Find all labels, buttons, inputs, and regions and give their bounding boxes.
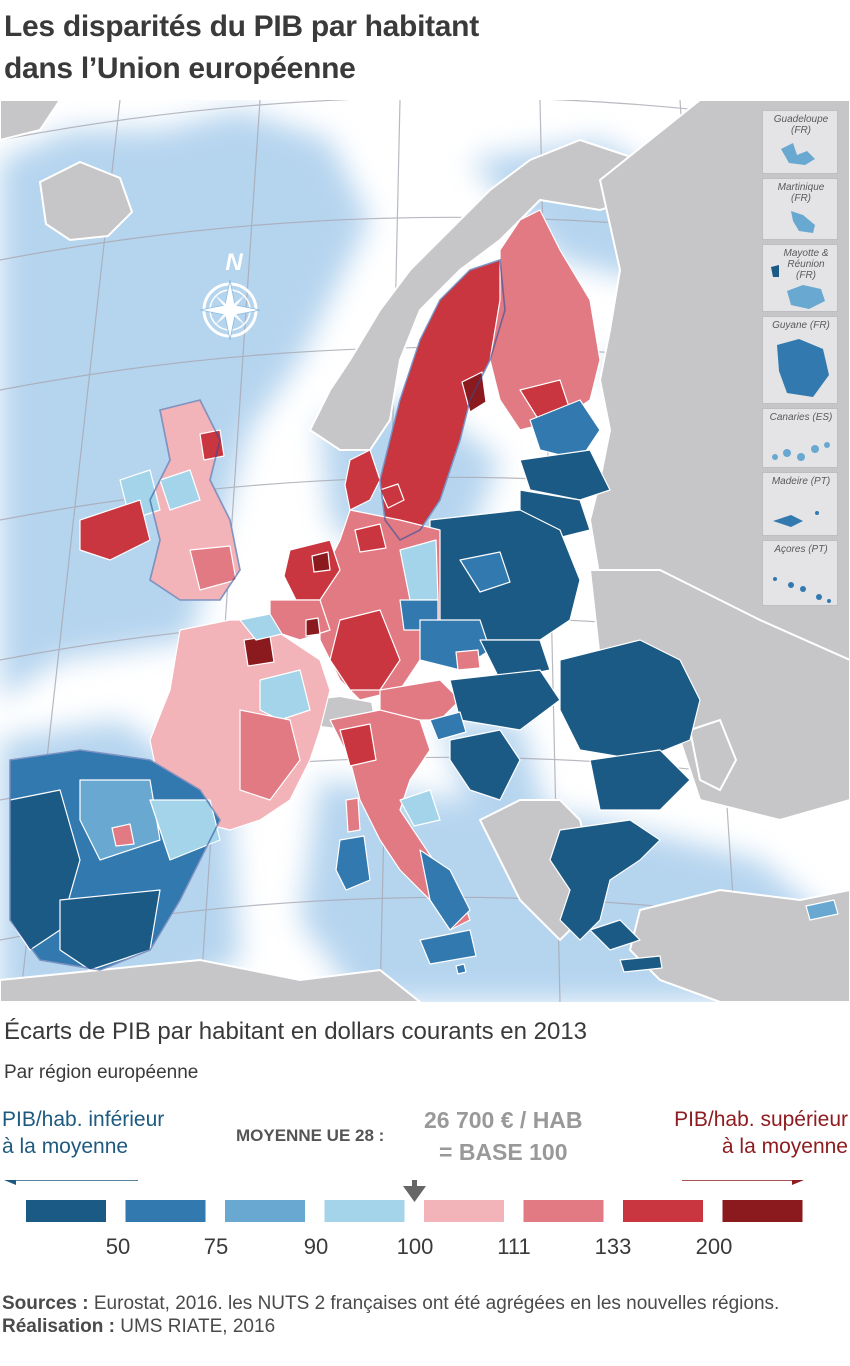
eu-regions — [9, 209, 839, 975]
tick-label: 100 — [396, 1234, 434, 1259]
average-value-line-1: 26 700 € / HAB — [424, 1107, 583, 1133]
upper-label-line-1: PIB/hab. supérieur — [674, 1108, 848, 1131]
lower-label-line-1: PIB/hab. inférieur — [2, 1108, 165, 1131]
compass-star-diagonal — [215, 295, 245, 325]
title-line-2: dans l’Union européenne — [4, 52, 356, 85]
inset-guadeloupe: Guadeloupe (FR) — [762, 110, 838, 174]
inset-guyane: Guyane (FR) — [762, 316, 838, 404]
right-arrow-icon — [792, 1180, 804, 1185]
tick-label: 50 — [105, 1234, 131, 1259]
average-arrow-icon — [403, 1186, 426, 1202]
inset-shape — [777, 339, 829, 397]
inset-label: Açores (PT) — [774, 544, 828, 555]
legend-subtitle: Par région européenne — [4, 1062, 199, 1083]
lower-label-line-2: à la moyenne — [2, 1135, 129, 1158]
inset-shape — [771, 265, 825, 309]
upper-label-line-2: à la moyenne — [721, 1135, 848, 1158]
upper-label: PIB/hab. supérieur à la moyenne — [674, 1106, 848, 1160]
inset-shape — [781, 143, 815, 165]
inset-label: Madeire (PT) — [771, 476, 831, 487]
inset-label: Canaries (ES) — [769, 412, 833, 423]
inset-label: Mayotte & Réunion (FR) — [783, 248, 829, 281]
legend-swatch — [324, 1200, 405, 1222]
inset-label: Guadeloupe (FR) — [773, 114, 829, 136]
tick-label: 200 — [695, 1234, 733, 1259]
inset-shape — [773, 577, 831, 603]
legend-swatch — [523, 1200, 604, 1222]
sources-note: Sources : Eurostat, 2016. les NUTS 2 fra… — [2, 1292, 848, 1338]
title-line-1: Les disparités du PIB par habitant — [4, 10, 479, 43]
compass-north-letter: N — [225, 249, 243, 276]
inset-shape — [791, 211, 815, 233]
compass-rose: N — [199, 249, 261, 341]
legend-swatch — [225, 1200, 305, 1222]
sources-text: Eurostat, 2016. les NUTS 2 françaises on… — [88, 1293, 780, 1314]
average-value: 26 700 € / HAB = BASE 100 — [424, 1104, 583, 1168]
tick-label: 75 — [203, 1234, 229, 1259]
tick-label: 133 — [594, 1234, 632, 1259]
average-label: MOYENNE UE 28 : — [236, 1126, 385, 1145]
inset-shape — [773, 511, 819, 527]
average-value-line-2: = BASE 100 — [439, 1139, 568, 1165]
average-arrow-shaft — [412, 1180, 417, 1188]
legend-swatch — [722, 1200, 803, 1222]
legend-swatch — [623, 1200, 703, 1222]
legend-title: Écarts de PIB par habitant en dollars co… — [4, 1018, 588, 1045]
inset-label: Martinique (FR) — [777, 182, 825, 204]
europe-map: N — [0, 100, 850, 1002]
lower-label: PIB/hab. inférieur à la moyenne — [2, 1106, 164, 1160]
inset-madeire: Madeire (PT) — [762, 472, 838, 536]
left-arrow-icon — [4, 1180, 16, 1185]
inset-shape — [772, 442, 830, 461]
legend-swatch — [424, 1200, 504, 1222]
legend-swatch — [125, 1200, 206, 1222]
credit-label: Réalisation : — [2, 1316, 115, 1337]
credit-text: UMS RIATE, 2016 — [114, 1316, 276, 1337]
legend-color-scale — [4, 1180, 804, 1222]
inset-canaries: Canaries (ES) — [762, 408, 838, 468]
tick-label: 111 — [497, 1234, 531, 1259]
tick-label: 90 — [303, 1234, 329, 1259]
inset-acores: Açores (PT) — [762, 540, 838, 606]
country-borders — [9, 258, 506, 971]
legend-swatch — [26, 1200, 106, 1222]
map-title: Les disparités du PIB par habitant dans … — [4, 6, 824, 90]
inset-martinique: Martinique (FR) — [762, 178, 838, 240]
sources-label: Sources : — [2, 1293, 89, 1314]
legend-swatches — [26, 1200, 803, 1222]
inset-mayotte-reunion: Mayotte & Réunion (FR) — [762, 244, 838, 312]
inset-label: Guyane (FR) — [772, 320, 830, 331]
